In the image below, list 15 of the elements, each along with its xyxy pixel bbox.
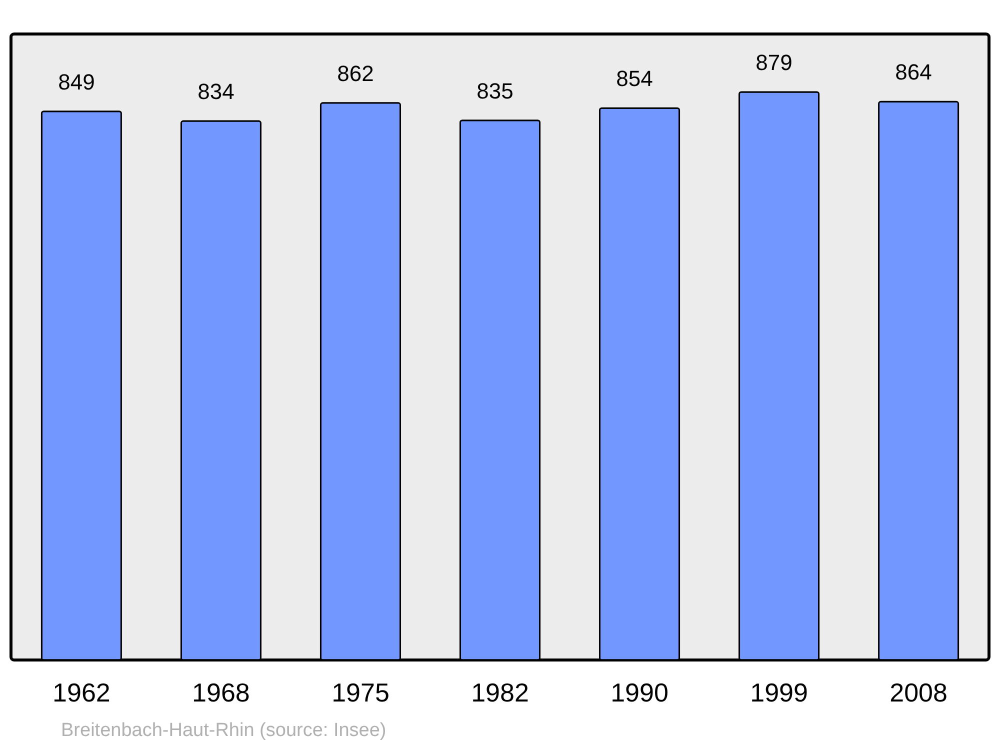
data-label: 834 (198, 79, 234, 104)
data-label: 879 (756, 50, 792, 75)
data-label: 862 (337, 60, 374, 86)
x-tick-label: 1962 (52, 678, 110, 708)
x-tick-label: 1982 (471, 678, 529, 708)
data-label: 849 (58, 69, 95, 94)
data-label: 854 (616, 66, 653, 92)
x-tick-label: 1968 (192, 678, 250, 708)
text: Breitenbach-Haut-Rhin (source: Insee) (61, 720, 386, 741)
data-label: 835 (476, 78, 514, 104)
x-tick-label: 1975 (332, 678, 390, 708)
x-tick-label: 2008 (890, 678, 948, 708)
x-tick-label: 1999 (750, 678, 808, 708)
data-label: 864 (895, 60, 932, 85)
x-tick-label: 1990 (610, 678, 668, 708)
